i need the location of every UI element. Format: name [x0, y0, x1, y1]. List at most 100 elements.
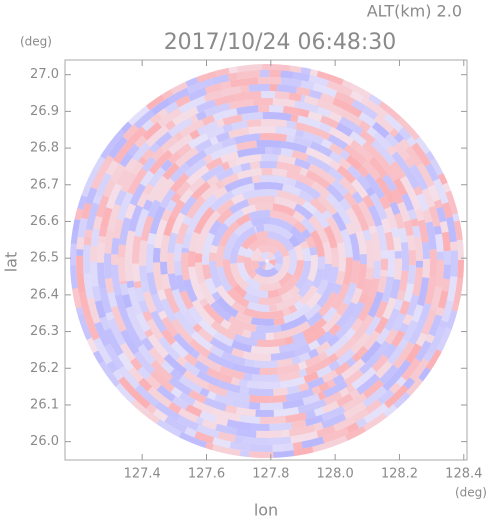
texture-cell: [211, 222, 229, 247]
texture-cell: [155, 419, 182, 439]
texture-cell: [161, 88, 174, 100]
texture-cell: [202, 264, 212, 280]
texture-cell: [288, 304, 298, 314]
texture-cell: [127, 143, 140, 157]
texture-cell: [220, 80, 232, 90]
texture-cell: [384, 328, 398, 345]
texture-cell: [206, 390, 217, 401]
texture-cell: [177, 143, 192, 157]
texture-cell: [212, 437, 232, 449]
texture-cell: [208, 252, 217, 262]
texture-cell: [171, 192, 182, 204]
texture-cell: [308, 348, 319, 359]
texture-cell: [115, 168, 131, 187]
texture-cell: [129, 183, 146, 206]
texture-cell: [292, 71, 311, 82]
texture-cell: [219, 365, 245, 380]
texture-cell: [292, 441, 303, 451]
texture-cell: [174, 146, 199, 168]
texture-cell: [186, 78, 215, 95]
texture-cell: [350, 301, 365, 320]
texture-cell: [86, 297, 101, 324]
texture-cell: [256, 139, 282, 148]
texture-cell: [130, 126, 147, 143]
texture-cell: [423, 351, 434, 362]
texture-cell: [163, 216, 177, 237]
texture-cell: [446, 276, 458, 302]
texture-cell: [286, 120, 297, 129]
texture-cell: [349, 389, 361, 400]
texture-cell: [261, 90, 276, 99]
texture-cell: [296, 86, 311, 97]
texture-cell: [321, 209, 332, 220]
texture-cell: [76, 237, 85, 250]
texture-cell: [356, 174, 372, 191]
texture-cell: [258, 76, 282, 85]
texture-cell: [227, 159, 237, 169]
texture-cell: [133, 109, 155, 130]
texture-cell: [430, 286, 442, 312]
texture-cell: [309, 246, 318, 256]
texture-cell: [429, 249, 437, 278]
texture-cell: [443, 250, 452, 265]
texture-cell: [144, 328, 154, 338]
texture-cell: [321, 405, 346, 422]
texture-cell: [189, 129, 201, 140]
texture-cell: [403, 377, 416, 390]
texture-cell: [309, 141, 333, 158]
texture-cell: [226, 419, 252, 431]
texture-cell: [251, 374, 279, 382]
texture-cell: [289, 285, 301, 297]
texture-cell: [209, 261, 222, 289]
texture-cell: [224, 183, 234, 193]
texture-cell: [210, 320, 237, 341]
texture-cell: [305, 147, 334, 166]
texture-cell: [259, 309, 285, 320]
texture-cell: [304, 327, 327, 345]
texture-cell: [220, 319, 232, 330]
texture-cell: [406, 377, 424, 397]
texture-cell: [183, 353, 199, 367]
texture-cell: [231, 193, 245, 205]
texture-cell: [139, 170, 155, 187]
texture-cell: [141, 119, 154, 132]
texture-cell: [403, 220, 414, 236]
texture-cell: [170, 340, 189, 359]
texture-cell: [384, 231, 395, 251]
texture-cell: [378, 100, 402, 122]
texture-cell: [446, 309, 459, 330]
texture-cell: [283, 105, 300, 116]
texture-cell: [230, 377, 240, 386]
texture-cell: [168, 376, 192, 396]
texture-cell: [82, 244, 91, 274]
texture-cell: [258, 245, 279, 255]
texture-cell: [384, 314, 398, 332]
texture-cell: [148, 167, 166, 188]
texture-cell: [381, 276, 394, 303]
texture-cell: [222, 259, 239, 289]
texture-cell: [141, 148, 155, 161]
texture-cell: [170, 172, 190, 193]
texture-cell: [408, 319, 426, 346]
texture-cell: [251, 247, 262, 261]
texture-cell: [346, 357, 357, 368]
texture-cell: [465, 257, 472, 273]
texture-cell: [178, 431, 207, 449]
texture-cell: [297, 115, 322, 129]
texture-cell: [283, 303, 311, 324]
texture-cell: [323, 225, 338, 249]
texture-cell: [256, 338, 286, 348]
texture-cell: [95, 172, 112, 197]
texture-cell: [280, 147, 294, 157]
texture-cell: [349, 82, 373, 100]
texture-cell: [242, 436, 269, 446]
texture-cell: [209, 345, 215, 352]
texture-cell: [99, 288, 113, 314]
texture-cell: [191, 299, 216, 326]
texture-cell: [190, 349, 201, 360]
texture-cell: [267, 252, 274, 260]
texture-cell: [70, 243, 77, 266]
texture-cell: [127, 286, 143, 316]
texture-cell: [289, 226, 306, 244]
texture-cell: [255, 324, 282, 334]
